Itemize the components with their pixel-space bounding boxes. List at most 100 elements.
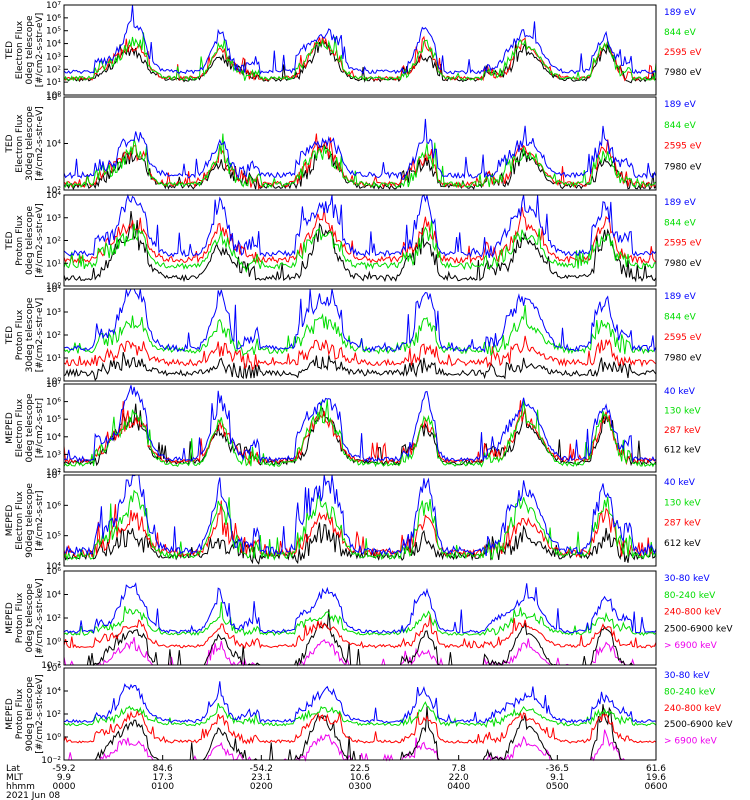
- y-axis-label: [#/cm2-s-str-keV]: [35, 578, 45, 657]
- panel-frame: [63, 474, 657, 567]
- panel-2: 10² 10⁴ 10⁶ TED Electron Flux 30deg telescope…: [5, 93, 702, 196]
- y-axis-label: MEPED: [5, 505, 15, 537]
- panel-frame: [63, 570, 657, 666]
- y-tick-label: 10⁴: [46, 433, 61, 443]
- series-line-4-2: [63, 335, 657, 371]
- x-tick-hhmm: 0100: [151, 782, 174, 792]
- y-axis-label: 0deg telescope: [25, 393, 35, 463]
- x-tick-lat: -59.2: [52, 764, 75, 774]
- x-tick-hhmm: 0400: [447, 782, 470, 792]
- date-label: 2021 Jun 08: [6, 791, 60, 800]
- y-axis-label: Proton Flux: [15, 309, 25, 360]
- series-line-8-3: [63, 709, 657, 745]
- x-tick-lat: -36.5: [546, 764, 569, 774]
- legend-entry: 7980 eV: [664, 354, 702, 364]
- x-tick-hhmm: 0300: [349, 782, 372, 792]
- y-axis-label: Electron Flux: [15, 491, 25, 550]
- series-line-4-3: [63, 305, 657, 357]
- y-axis-label: [#/cm2-s-str-eV]: [35, 203, 45, 278]
- series-line-3-4: [63, 193, 657, 259]
- x-tick-mlt: 10.6: [350, 773, 370, 783]
- legend-entry: 2595 eV: [664, 239, 702, 249]
- x-tick-lat: -54.2: [250, 764, 273, 774]
- x-row-label-lat: Lat: [6, 764, 21, 774]
- panel-frame: [63, 96, 657, 191]
- panel-frame: [63, 194, 657, 287]
- x-tick-mlt: 19.6: [646, 773, 666, 783]
- y-tick-label: 10³: [46, 308, 61, 318]
- series-line-4-1: [63, 351, 657, 381]
- panel-frame: [63, 383, 657, 473]
- x-tick-mlt: 9.1: [550, 773, 564, 783]
- panel-frame: [63, 667, 657, 761]
- y-tick-label: 10¹: [46, 78, 61, 88]
- y-tick-label: 10⁷: [46, 1, 61, 11]
- series-line-4-4: [63, 288, 657, 354]
- y-axis-label: TED: [5, 41, 15, 60]
- series-line-7-2: [64, 609, 656, 667]
- panel-4: 10⁰ 10¹ 10² 10³ 10⁴ TED Proton Flux 30deg teles…: [5, 285, 702, 387]
- y-axis-label: MEPED: [5, 698, 15, 730]
- y-axis-label: 0deg telescope: [25, 583, 35, 653]
- y-axis-label: [#/cm2-s-str]: [35, 490, 45, 550]
- legend-entry: 287 keV: [664, 519, 701, 529]
- y-axis-label: [#/cm2-s-str-eV]: [35, 298, 45, 373]
- y-axis-label: 30deg telescope: [25, 297, 35, 372]
- y-tick-label: 10⁶: [46, 398, 61, 408]
- y-tick-label: 10⁶: [46, 567, 61, 577]
- y-tick-label: 10⁻²: [41, 756, 61, 766]
- legend-entry: 2500-6900 keV: [664, 624, 733, 634]
- series-line-7-5: [63, 582, 657, 635]
- y-tick-label: 10⁴: [46, 591, 61, 601]
- x-row-label-hhmm: hhmm: [6, 782, 35, 792]
- panel-6: 10⁴ 10⁵ 10⁶ 10⁷ MEPED Electron Flux 90deg tele…: [5, 471, 701, 572]
- y-axis-label: MEPED: [5, 602, 15, 634]
- series-line-2-3: [63, 133, 657, 189]
- y-tick-label: 10¹: [46, 354, 61, 364]
- y-axis-label: 0deg telescope: [25, 15, 35, 85]
- y-tick-label: 10⁷: [46, 471, 61, 481]
- y-tick-label: 10⁵: [46, 415, 61, 425]
- series-line-8-2: [64, 704, 656, 761]
- y-tick-label: 10²: [46, 65, 61, 75]
- series-line-8-4: [63, 701, 657, 728]
- y-tick-label: 10⁵: [46, 532, 61, 542]
- y-axis-label: Proton Flux: [15, 688, 25, 739]
- legend-entry: 80-240 keV: [664, 591, 716, 601]
- y-axis-label: Electron Flux: [15, 20, 25, 79]
- legend-entry: 2595 eV: [664, 48, 702, 58]
- y-tick-label: 10²: [46, 614, 61, 624]
- legend-entry: 7980 eV: [664, 68, 702, 78]
- series-line-5-2: [63, 400, 657, 466]
- y-tick-label: 10⁴: [46, 562, 61, 572]
- legend-entry: 189 eV: [664, 292, 697, 302]
- legend-entry: 30-80 keV: [664, 574, 710, 584]
- y-tick-label: 10⁶: [46, 664, 61, 674]
- series-line-1-3: [63, 32, 657, 82]
- series-line-8-5: [63, 681, 657, 724]
- x-tick-mlt: 9.9: [57, 773, 72, 783]
- x-tick-lat: 7.8: [452, 764, 467, 774]
- series-line-2-4: [63, 118, 657, 180]
- series-line-2-2: [63, 133, 656, 190]
- panel-7: 10⁻² 10⁰ 10² 10⁴ 10⁶ MEPED Proton Flux 0deg tel…: [5, 567, 733, 671]
- series-line-3-3: [63, 219, 657, 273]
- y-tick-label: 10⁶: [46, 14, 61, 24]
- y-tick-label: 10⁴: [46, 40, 61, 50]
- x-tick-hhmm: 0600: [645, 782, 668, 792]
- y-tick-label: 10⁴: [46, 687, 61, 697]
- y-tick-label: 10⁰: [46, 91, 61, 101]
- y-axis-label: [#/cm2-s-str]: [35, 398, 45, 458]
- legend-entry: 80-240 keV: [664, 687, 716, 697]
- y-axis-label: 30deg telescope: [25, 106, 35, 181]
- y-tick-label: 10²: [46, 331, 61, 341]
- y-tick-label: 10⁴: [46, 140, 61, 150]
- x-tick-mlt: 17.3: [153, 773, 173, 783]
- y-tick-label: 10⁵: [46, 27, 61, 37]
- y-axis-label: [#/cm2-s-str-eV]: [35, 106, 45, 181]
- legend-entry: > 6900 keV: [664, 641, 718, 651]
- legend-entry: 240-800 keV: [664, 704, 722, 714]
- y-axis-label: [#/cm2-s-str-eV]: [35, 13, 45, 88]
- series-line-5-3: [63, 399, 657, 468]
